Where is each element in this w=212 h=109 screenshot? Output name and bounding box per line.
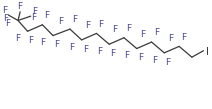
Text: F: F <box>99 20 104 29</box>
Text: F: F <box>124 51 129 60</box>
Text: F: F <box>31 13 36 22</box>
Text: F: F <box>181 32 186 42</box>
Text: F: F <box>40 38 46 47</box>
Text: F: F <box>59 17 64 26</box>
Text: I: I <box>206 47 209 57</box>
Text: F: F <box>29 36 34 45</box>
Text: F: F <box>72 15 77 24</box>
Text: F: F <box>165 58 170 67</box>
Text: F: F <box>18 2 23 11</box>
Text: F: F <box>5 19 10 28</box>
Text: F: F <box>140 30 145 39</box>
Text: F: F <box>152 56 157 65</box>
Text: F: F <box>85 21 90 30</box>
Text: F: F <box>97 47 102 56</box>
Text: F: F <box>3 14 8 23</box>
Text: F: F <box>32 7 37 16</box>
Text: F: F <box>69 43 74 52</box>
Text: F: F <box>45 11 50 20</box>
Text: F: F <box>15 34 20 43</box>
Text: F: F <box>110 49 115 58</box>
Text: F: F <box>154 28 159 37</box>
Text: F: F <box>54 40 59 49</box>
Text: F: F <box>2 6 7 14</box>
Text: F: F <box>113 26 118 34</box>
Text: F: F <box>168 34 173 43</box>
Text: F: F <box>83 45 88 54</box>
Text: F: F <box>126 24 131 33</box>
Text: F: F <box>138 53 143 62</box>
